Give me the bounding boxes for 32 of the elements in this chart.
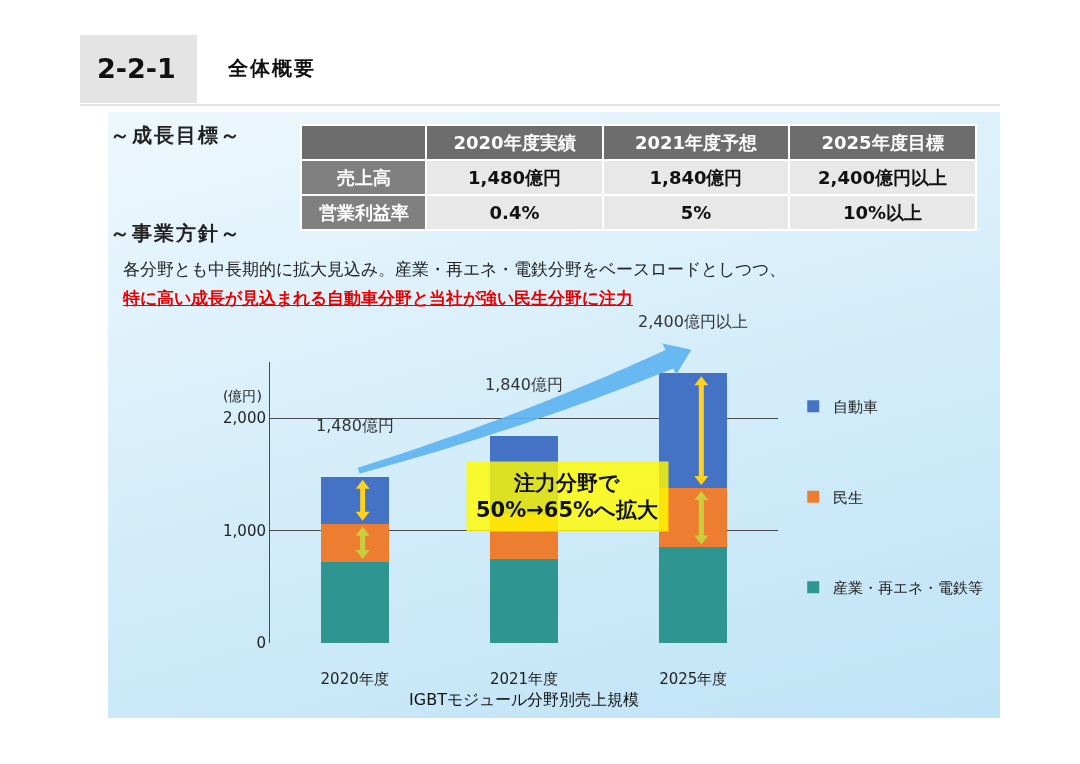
text: 2021年度予想 bbox=[603, 125, 789, 160]
y-axis-title: (億円) bbox=[223, 388, 262, 404]
text: 特に高い成長が見込まれる自動車分野と当社が強い民生分野に注力 bbox=[123, 288, 633, 309]
text: 1,840億円 bbox=[603, 160, 789, 195]
x-tick-label: 2021年度 bbox=[489, 670, 559, 688]
text: 0.4% bbox=[426, 195, 603, 230]
text: 10%以上 bbox=[789, 195, 976, 230]
y-tick-label: 0 bbox=[256, 634, 266, 653]
text: 営業利益率 bbox=[301, 195, 426, 230]
annotation: 注力分野で 50%→65%へ拡大 bbox=[476, 471, 660, 523]
text: 1,480億円 bbox=[426, 160, 603, 195]
total-label: 1,480億円 bbox=[316, 416, 394, 435]
y-tick-label: 1,000 bbox=[223, 521, 266, 540]
legend-label: 自動車 bbox=[833, 398, 879, 417]
legend-label: 民生 bbox=[833, 488, 864, 507]
text: 2020年度実績 bbox=[426, 125, 603, 160]
x-tick-label: 2025年度 bbox=[659, 670, 728, 688]
text: 2,400億円以上 bbox=[789, 160, 976, 195]
text: 5% bbox=[603, 195, 789, 230]
total-label: 2,400億円以上 bbox=[638, 312, 748, 331]
text: 2025年度目標 bbox=[789, 125, 976, 160]
text: 2-2-1 bbox=[97, 53, 176, 85]
text: 売上高 bbox=[301, 160, 426, 195]
legend-label: 産業・再エネ・電鉄等 bbox=[833, 579, 984, 598]
total-label: 1,840億円 bbox=[485, 375, 563, 394]
x-axis-title: IGBTモジュール分野別売上規模 bbox=[409, 689, 639, 709]
text: ～事業方針～ bbox=[110, 221, 242, 245]
text: 全体概要 bbox=[228, 56, 316, 80]
text: ～成長目標～ bbox=[110, 123, 242, 147]
x-tick-label: 2020年度 bbox=[320, 670, 389, 688]
text: 各分野とも中長期的に拡大見込み。産業・再エネ・電鉄分野をベースロードとしつつ、 bbox=[123, 259, 786, 280]
y-tick-label: 2,000 bbox=[223, 409, 266, 428]
